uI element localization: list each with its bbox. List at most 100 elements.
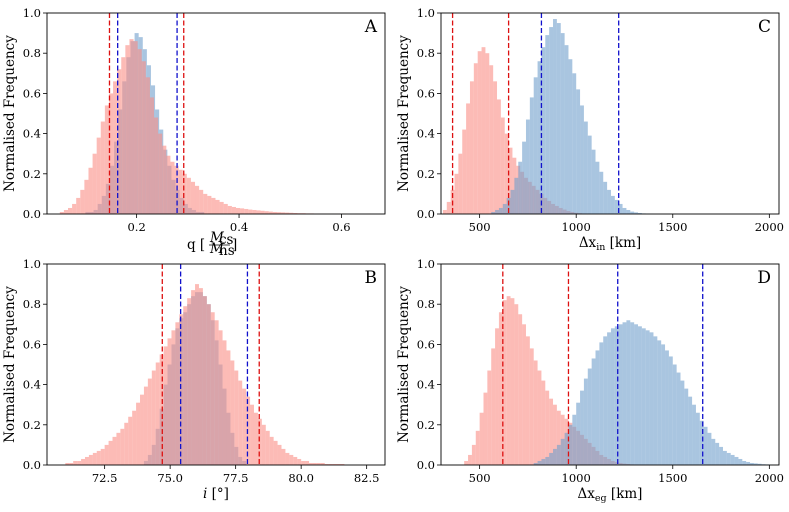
bar-red-20	[541, 380, 546, 465]
bar-blue-51	[730, 454, 735, 465]
x-tick-label: 0.2	[127, 220, 145, 234]
x-label-unit: [°]	[207, 486, 229, 502]
bar-red-1	[446, 201, 451, 214]
bar-red-12	[108, 93, 114, 214]
bar-red-39	[218, 330, 223, 465]
panel-letter: A	[364, 17, 378, 37]
bar-blue-16	[595, 350, 600, 465]
x-label-denominator: M	[209, 241, 225, 257]
panel-A: 0.0 0.2 0.4 0.6 0.8 1.0 0.2 0.4 0.6 Normalised Fr…	[2, 6, 386, 259]
bar-blue-19	[607, 332, 611, 465]
bar-red-28	[175, 322, 180, 465]
bar-blue-41	[692, 404, 696, 465]
bar-red-21	[147, 378, 152, 465]
bar-blue-42	[695, 412, 700, 465]
bar-red-10	[502, 300, 507, 465]
bar-blue-7	[560, 438, 565, 465]
bar-blue-10	[529, 97, 534, 214]
bar-blue-48	[719, 446, 723, 465]
bar-red-3	[454, 173, 459, 214]
bar-blue-25	[587, 135, 592, 214]
bar-red-14	[497, 99, 501, 214]
x-label-numerator: M	[209, 230, 225, 246]
bar-red-55	[281, 448, 286, 465]
bar-red-16	[128, 416, 133, 465]
histogram-series-red	[65, 284, 345, 465]
bar-red-3	[72, 203, 77, 214]
y-tick-label: 0.4	[23, 127, 41, 141]
bar-blue-23	[622, 322, 627, 465]
bar-blue-54	[742, 460, 747, 465]
x-tick-label: 77.5	[223, 471, 249, 485]
bar-blue-49	[722, 450, 727, 465]
bar-red-46	[248, 209, 253, 214]
bar-red-60	[301, 460, 306, 465]
bar-blue-23	[580, 105, 584, 214]
bar-red-19	[140, 394, 144, 465]
bar-blue-52	[734, 456, 739, 465]
y-axis-label: Normalised Frequency	[396, 35, 412, 192]
bar-blue-14	[587, 368, 592, 465]
bar-red-44	[240, 208, 245, 214]
bar-red-7	[491, 348, 496, 465]
bar-red-9	[96, 137, 101, 214]
y-tick-label: 0.6	[417, 86, 435, 100]
x-tick-label: 1000	[562, 471, 591, 485]
bar-blue-30	[607, 189, 611, 214]
panel-letter: D	[757, 268, 771, 288]
panel-B: 0.0 0.2 0.4 0.6 0.8 1.0 72.5 75.0 77.5 80.0 82.5 No…	[2, 257, 386, 502]
bar-red-53	[273, 440, 278, 465]
y-tick-label: 0.2	[417, 167, 435, 181]
bar-blue-7	[518, 161, 523, 214]
bar-blue-26	[591, 149, 596, 214]
bar-blue-24	[583, 121, 588, 214]
bar-red-17	[529, 348, 534, 465]
bar-blue-14	[545, 35, 550, 214]
y-tick-label: 1.0	[417, 6, 435, 20]
bar-blue-33	[661, 344, 666, 465]
bar-blue-3	[545, 456, 550, 465]
bar-blue-39	[684, 388, 689, 465]
bar-red-49	[257, 418, 262, 465]
bar-blue-34	[665, 350, 669, 465]
bar-red-8	[495, 328, 499, 465]
x-tick-label: 500	[469, 471, 491, 485]
x-label-main: Δx	[579, 235, 597, 251]
bar-red-15	[522, 324, 526, 465]
bar-blue-5	[553, 448, 557, 465]
bar-blue-2	[541, 458, 546, 465]
y-tick-label: 0.6	[23, 337, 41, 351]
bar-red-1	[69, 462, 74, 465]
bar-red-11	[506, 296, 511, 465]
bar-red-24	[159, 354, 164, 465]
y-tick-label: 0.4	[23, 378, 41, 392]
bar-blue-29	[645, 330, 650, 465]
bar-red-13	[113, 81, 118, 214]
x-label-numerator-sub: cs	[219, 232, 234, 248]
bar-blue-27	[595, 161, 600, 214]
bar-red-29	[178, 169, 183, 214]
bar-red-44	[238, 380, 243, 465]
bar-red-56	[285, 452, 290, 465]
bar-red-37	[211, 197, 216, 214]
bar-blue-53	[738, 458, 743, 465]
bar-blue-19	[564, 45, 569, 214]
bar-red-35	[203, 193, 208, 214]
bar-blue-44	[703, 426, 708, 465]
bar-red-18	[136, 402, 141, 465]
bar-blue-9	[568, 424, 573, 465]
bar-red-33	[570, 211, 575, 214]
y-tick-label: 0.4	[417, 127, 435, 141]
bar-red-34	[199, 189, 204, 214]
bar-red-26	[167, 338, 172, 465]
bar-red-35	[202, 296, 207, 465]
x-axis-label: Δxin [km]	[579, 235, 641, 253]
bar-red-4	[458, 153, 463, 214]
bar-red-33	[195, 185, 200, 214]
bar-red-67	[328, 464, 333, 465]
x-label-unit: [km]	[607, 486, 643, 502]
bar-red-58	[293, 456, 298, 465]
bar-blue-0	[533, 462, 538, 465]
y-tick-label: 0.8	[417, 46, 435, 60]
